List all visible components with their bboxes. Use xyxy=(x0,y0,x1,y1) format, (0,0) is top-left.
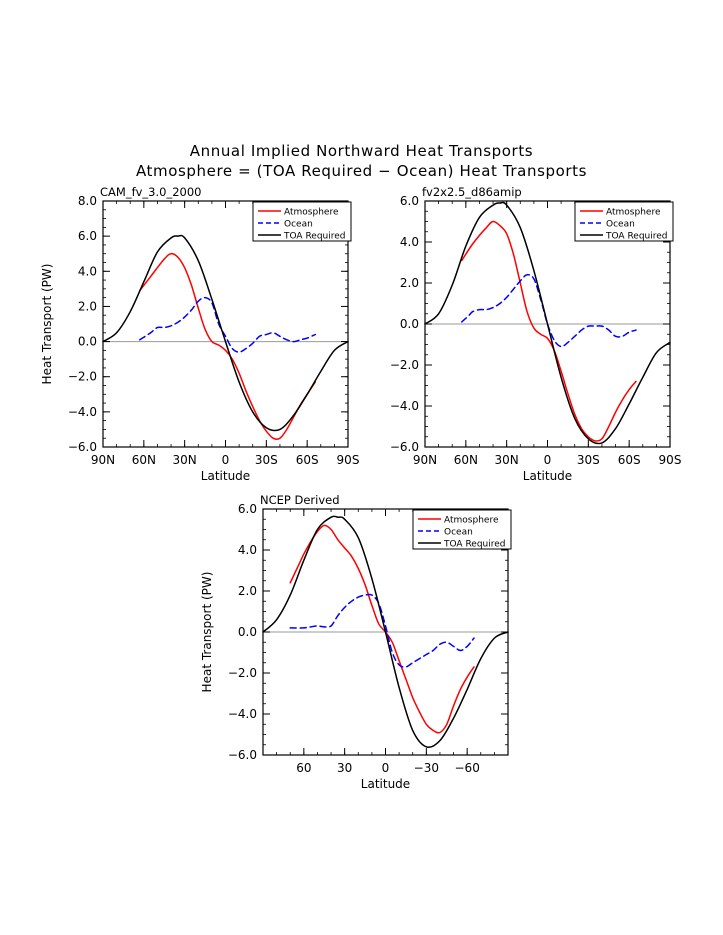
x-axis-label: Latitude xyxy=(523,469,572,483)
series-line-ocean xyxy=(289,593,475,668)
legend-label: TOA Required xyxy=(283,232,346,242)
series-line-toa-required xyxy=(424,201,671,445)
x-tick-label: 30S xyxy=(577,453,600,467)
legend-label: Ocean xyxy=(444,528,473,538)
figure-title-line-2: Atmosphere = (TOA Required − Ocean) Heat… xyxy=(135,162,588,180)
x-tick-label: 30 xyxy=(337,761,352,775)
x-tick-label: −30 xyxy=(414,761,439,775)
y-tick-label: 8.0 xyxy=(78,194,97,208)
x-tick-label: 30N xyxy=(173,453,197,467)
x-tick-label: 60S xyxy=(296,453,319,467)
y-tick-label: −2.0 xyxy=(228,666,257,680)
y-tick-label: −4.0 xyxy=(68,405,97,419)
x-tick-label: 90S xyxy=(337,453,360,467)
y-tick-label: 2.0 xyxy=(238,584,257,598)
series-line-toa-required xyxy=(262,515,509,748)
y-tick-label: 2.0 xyxy=(78,299,97,313)
x-tick-label: 90N xyxy=(413,453,437,467)
series-line-ocean xyxy=(139,296,317,353)
y-tick-label: −6.0 xyxy=(68,440,97,454)
y-tick-label: −2.0 xyxy=(390,358,419,372)
x-tick-label: 60 xyxy=(296,761,311,775)
legend-label: Atmosphere xyxy=(444,516,499,526)
chart-panel-3: 60 30 0 −30 −60 −6.0 −4.0 −2.0 0.0 2.0 4.0 6.0NCEP … xyxy=(200,493,512,791)
figure-title-line-1: Annual Implied Northward Heat Transports xyxy=(189,142,534,160)
x-tick-label: 30N xyxy=(495,453,519,467)
x-tick-label: 90S xyxy=(659,453,682,467)
y-tick-label: 4.0 xyxy=(238,543,257,557)
series-line-ocean xyxy=(461,273,637,348)
series-line-atmosphere xyxy=(139,252,317,440)
y-tick-label: 2.0 xyxy=(400,276,419,290)
panel-title: fv2x2.5_d86amip xyxy=(422,185,522,199)
legend-label: Atmosphere xyxy=(606,208,661,218)
chart-panel-1: 90N 60N 30N 0 30S 60S 90S −6.0 −4.0 −2.0 0.0 2.0 4.0… xyxy=(40,185,359,483)
y-tick-label: 6.0 xyxy=(78,229,97,243)
series-line-atmosphere xyxy=(289,524,475,734)
y-axis-label: Heat Transport (PW) xyxy=(40,264,54,385)
y-tick-label: 4.0 xyxy=(78,264,97,278)
y-tick-label: −4.0 xyxy=(390,399,419,413)
series-line-toa-required xyxy=(102,234,349,432)
x-tick-label: 30S xyxy=(255,453,278,467)
legend: Atmosphere Ocean TOA Required xyxy=(412,509,512,550)
x-tick-label: 0 xyxy=(222,453,230,467)
x-tick-label: 60S xyxy=(618,453,641,467)
x-tick-label: 0 xyxy=(544,453,552,467)
legend-label: TOA Required xyxy=(605,232,668,242)
y-tick-label: 4.0 xyxy=(400,235,419,249)
legend-label: Ocean xyxy=(606,220,635,230)
y-axis-label: Heat Transport (PW) xyxy=(200,572,214,693)
x-tick-label: 60N xyxy=(132,453,156,467)
panel-title: NCEP Derived xyxy=(260,493,340,507)
y-tick-label: 0.0 xyxy=(78,335,97,349)
x-axis-label: Latitude xyxy=(361,777,410,791)
legend: Atmosphere Ocean TOA Required xyxy=(574,201,674,242)
y-tick-label: 0.0 xyxy=(400,317,419,331)
legend-label: TOA Required xyxy=(443,540,506,550)
legend: Atmosphere Ocean TOA Required xyxy=(252,201,352,242)
x-axis-label: Latitude xyxy=(201,469,250,483)
y-tick-label: −4.0 xyxy=(228,707,257,721)
y-tick-label: 6.0 xyxy=(238,502,257,516)
x-tick-label: −60 xyxy=(455,761,480,775)
legend-label: Ocean xyxy=(284,220,313,230)
y-tick-label: 0.0 xyxy=(238,625,257,639)
chart-panel-2: 90N 60N 30N 0 30S 60S 90S −6.0 −4.0 −2.0 0.0 2.0 4.0… xyxy=(390,185,682,483)
y-tick-label: −6.0 xyxy=(228,748,257,762)
y-tick-label: −2.0 xyxy=(68,370,97,384)
y-tick-label: −6.0 xyxy=(390,440,419,454)
legend-label: Atmosphere xyxy=(284,208,339,218)
y-tick-label: 6.0 xyxy=(400,194,419,208)
panel-title: CAM_fv_3.0_2000 xyxy=(100,185,201,199)
x-tick-label: 60N xyxy=(454,453,478,467)
x-tick-label: 90N xyxy=(91,453,115,467)
x-tick-label: 0 xyxy=(382,761,390,775)
